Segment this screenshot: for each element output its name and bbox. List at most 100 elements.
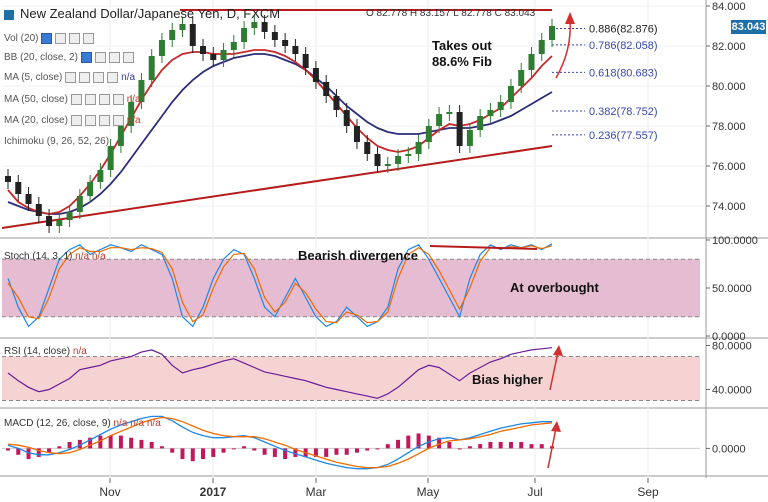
candle-body [353, 126, 360, 142]
indicator-ma20[interactable]: MA (20, close) n/a [4, 115, 141, 126]
candle-body [46, 216, 53, 226]
macd-hist-bar [77, 439, 82, 449]
y-tick-label: 100.0000 [712, 235, 758, 247]
close-icon[interactable] [112, 115, 124, 126]
eye-icon[interactable] [84, 94, 96, 105]
close-icon[interactable] [112, 94, 124, 105]
indicator-ichimoku-label: Ichimoku (9, 26, 52, 26) [4, 136, 110, 147]
y-tick-label: 80.0000 [712, 341, 752, 353]
indicator-ma5[interactable]: MA (5, close) n/a [4, 72, 135, 83]
settings-icon[interactable] [80, 52, 92, 63]
candle-body [128, 102, 135, 126]
eye-icon[interactable] [79, 72, 91, 83]
stoch-label: Stoch (14, 3, 1) n/a n/a [4, 251, 106, 262]
up-arrow-macd [547, 427, 557, 469]
candle-body [528, 54, 535, 70]
x-tick-label: Jul [527, 485, 542, 499]
fib-level-label: 0.618(80.683) [589, 67, 658, 79]
candle-body [333, 96, 340, 110]
close-icon[interactable] [122, 52, 134, 63]
macd-hist-bar [159, 446, 164, 449]
candle-body [282, 40, 289, 46]
ohlc-readout: O 82.778 H 83.157 L 82.778 C 83.043 [366, 8, 536, 19]
candle-body [97, 170, 104, 182]
candle-body [364, 142, 371, 154]
add-icon[interactable] [108, 52, 120, 63]
support-trendline [1, 145, 553, 229]
candle-body [87, 182, 94, 196]
last-price-tag: 83.043 [731, 20, 766, 34]
macd-hist-bar [6, 448, 10, 451]
macd-hist-bar [334, 448, 339, 455]
macd-hist-bar [447, 442, 452, 449]
y-tick-label: 0.0000 [712, 331, 746, 343]
up-arrow-head [553, 345, 563, 356]
settings-icon[interactable] [41, 33, 53, 44]
x-tick-label: 2017 [200, 485, 227, 499]
indicator-bb-label: BB (20, close, 2) [4, 52, 78, 64]
chart-title-text: New Zealand Dollar/Japanese Yen, D, FXCM [20, 6, 281, 21]
indicator-vol-label: Vol (20) [4, 33, 39, 45]
up-arrow-rsi [549, 351, 559, 391]
close-icon[interactable] [83, 33, 95, 44]
candle-body [446, 112, 453, 114]
macd-hist-bar [16, 448, 21, 455]
fib-level-label: 0.382(78.752) [589, 106, 658, 118]
candle-body [138, 80, 145, 102]
y-tick-label: 74.000 [712, 201, 746, 213]
macd-hist-bar [190, 448, 195, 462]
macd-hist-bar [149, 442, 154, 449]
macd-hist-bar [211, 448, 216, 457]
eye-icon[interactable] [94, 52, 106, 63]
macd-hist-bar [26, 448, 31, 460]
macd-hist-bar [180, 448, 185, 460]
rsi-line [7, 347, 553, 399]
macd-hist-bar [139, 439, 144, 449]
rsi-label: RSI (14, close) n/a [4, 346, 87, 357]
candle-body [35, 204, 42, 216]
macd-hist-bar [488, 442, 493, 449]
indicator-vol[interactable]: Vol (20) [4, 33, 95, 45]
add-icon[interactable] [93, 72, 105, 83]
fib-annotation-2: 88.6% Fib [432, 54, 492, 69]
candle-body [507, 86, 514, 102]
indicator-bb[interactable]: BB (20, close, 2) [4, 52, 134, 63]
add-icon[interactable] [69, 33, 81, 44]
settings-icon[interactable] [65, 72, 77, 83]
indicator-ichimoku[interactable]: Ichimoku (9, 26, 52, 26) [4, 136, 109, 147]
macd-hist-bar [529, 444, 534, 449]
macd-hist-bar [313, 448, 318, 457]
candle-body [220, 50, 227, 60]
macd-hist-bar [324, 448, 329, 457]
macd-signal-line [7, 416, 553, 469]
add-icon[interactable] [98, 115, 110, 126]
candle-body [538, 40, 545, 54]
x-tick-label: Sep [637, 485, 659, 499]
macd-hist-bar [57, 446, 62, 449]
stoch-band [2, 259, 700, 317]
x-tick-label: Mar [306, 485, 327, 499]
settings-icon[interactable] [70, 115, 82, 126]
eye-icon[interactable] [84, 115, 96, 126]
candle-body [518, 70, 525, 86]
indicator-ma50[interactable]: MA (50, close) n/a [4, 94, 141, 105]
macd-hist-bar [88, 437, 93, 449]
close-icon[interactable] [107, 72, 119, 83]
candle-body [15, 182, 22, 194]
eye-icon[interactable] [55, 33, 67, 44]
x-tick-label: May [417, 485, 440, 499]
macd-hist-bar [129, 437, 134, 449]
candle-body [179, 24, 186, 30]
candle-body [425, 126, 432, 142]
candle-body [241, 28, 248, 42]
settings-icon[interactable] [70, 94, 82, 105]
macd-hist-bar [519, 442, 524, 449]
candle-body [210, 54, 217, 60]
candle-body [200, 46, 207, 54]
up-arrow-price [555, 19, 571, 79]
macd-hist-bar [344, 448, 349, 455]
add-icon[interactable] [98, 94, 110, 105]
macd-label: MACD (12, 26, close, 9) n/a n/a n/a [4, 418, 161, 429]
macd-hist-bar [108, 435, 113, 449]
